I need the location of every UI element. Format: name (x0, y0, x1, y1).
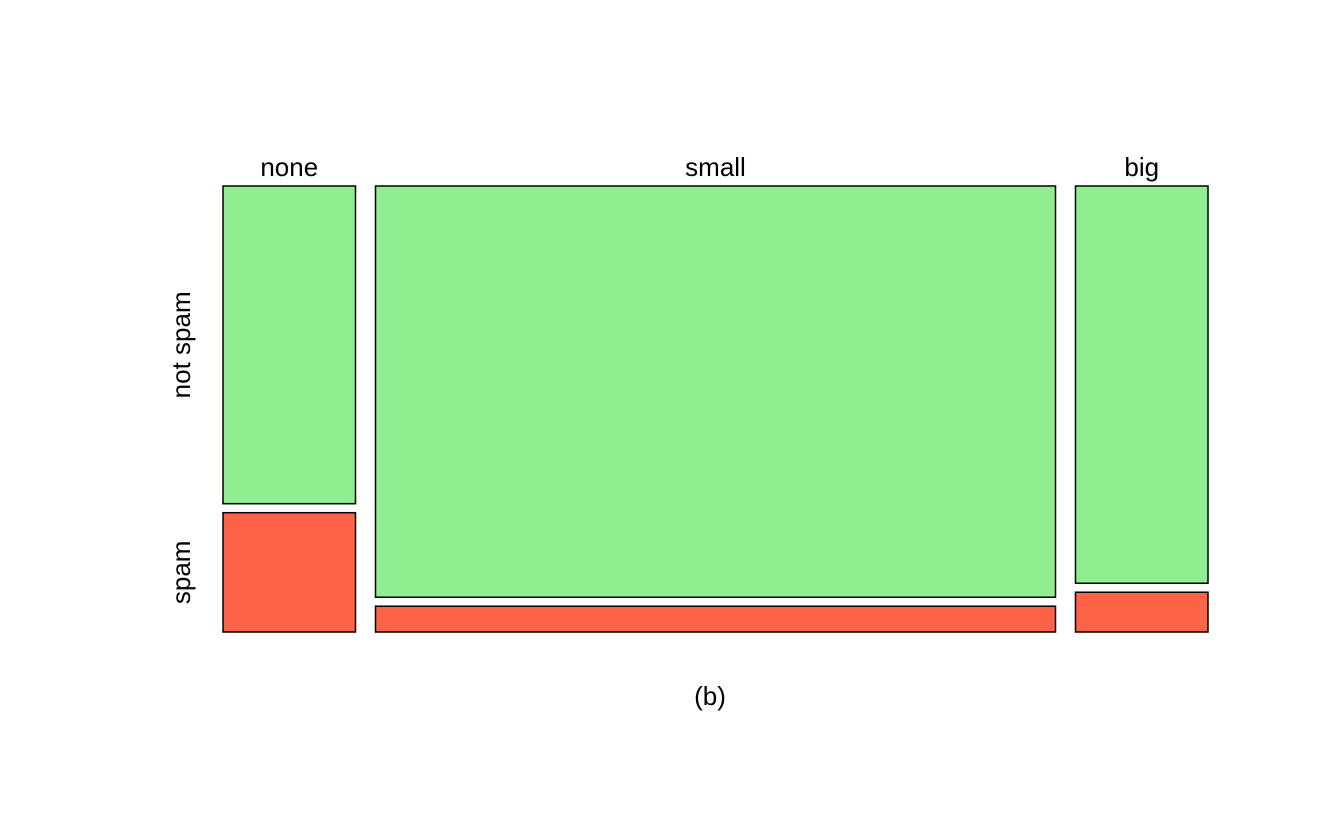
row-labels: not spam spam (166, 291, 196, 604)
column-label-none: none (260, 152, 318, 182)
mosaic-cell-big-not-spam (1074, 185, 1209, 584)
mosaic-cell-none-not-spam (222, 185, 357, 505)
column-labels: none small big (260, 152, 1159, 182)
column-label-small: small (685, 152, 746, 182)
mosaic-cell-small-spam (374, 605, 1057, 633)
chart-caption: (b) (694, 681, 726, 711)
column-label-big: big (1124, 152, 1159, 182)
row-label-not-spam: not spam (166, 291, 196, 398)
mosaic-cell-big-spam (1074, 591, 1209, 633)
mosaic-cell-small-not-spam (374, 185, 1057, 598)
mosaic-cells (222, 185, 1209, 633)
mosaic-cell-none-spam (222, 511, 357, 633)
row-label-spam: spam (166, 541, 196, 605)
